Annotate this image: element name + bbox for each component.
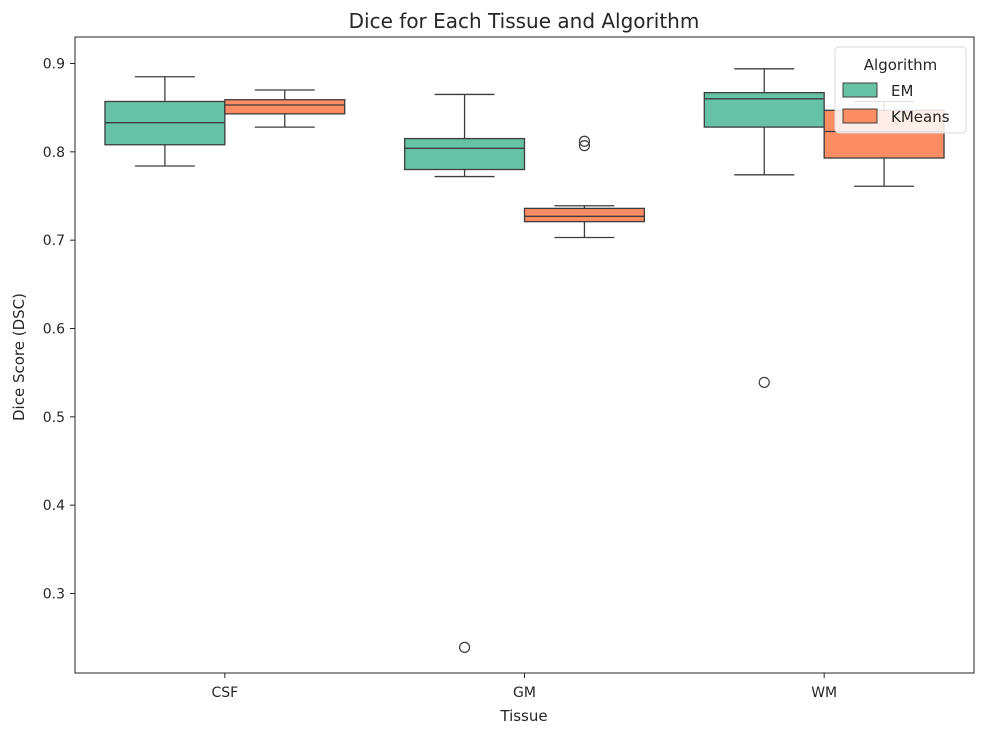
y-tick-label: 0.7 — [43, 233, 65, 249]
legend-entry: KMeans — [891, 108, 950, 126]
box-iqr — [224, 99, 346, 115]
outlier-point — [578, 135, 591, 147]
outlier-point — [758, 376, 770, 388]
y-axis-label: Dice Score (DSC) — [10, 293, 28, 421]
box-kmeans-csf — [224, 89, 346, 128]
y-tick-label: 0.8 — [43, 145, 65, 161]
box-iqr — [403, 137, 526, 171]
legend: Algorithm EM KMeans — [834, 46, 967, 134]
chart-title: Dice for Each Tissue and Algorithm — [349, 9, 700, 33]
outlier-point — [578, 140, 591, 152]
box-iqr — [703, 92, 825, 128]
y-tick-label: 0.9 — [43, 57, 65, 73]
y-tick-label: 0.5 — [43, 410, 65, 426]
legend-swatch — [842, 82, 878, 98]
plot-boxes — [104, 68, 945, 653]
box-iqr — [523, 207, 646, 223]
outlier-point — [458, 641, 471, 653]
box-kmeans-gm — [523, 135, 646, 239]
x-tick-label: GM — [513, 685, 536, 701]
y-axis: 0.3 0.4 0.5 0.6 0.7 0.8 0.9 — [43, 57, 75, 603]
x-tick-label: CSF — [211, 685, 238, 701]
y-tick-label: 0.6 — [43, 322, 65, 338]
box-em-gm — [403, 93, 526, 653]
y-tick-label: 0.4 — [43, 498, 65, 514]
box-em-csf — [104, 76, 226, 167]
legend-entry: EM — [891, 82, 913, 100]
box-em-wm — [703, 68, 825, 388]
x-axis-label: Tissue — [499, 707, 547, 725]
y-tick-label: 0.3 — [43, 587, 65, 603]
x-tick-label: WM — [811, 685, 837, 701]
x-axis: CSF GM WM — [211, 673, 837, 701]
legend-title: Algorithm — [864, 56, 937, 74]
legend-swatch — [842, 108, 878, 124]
